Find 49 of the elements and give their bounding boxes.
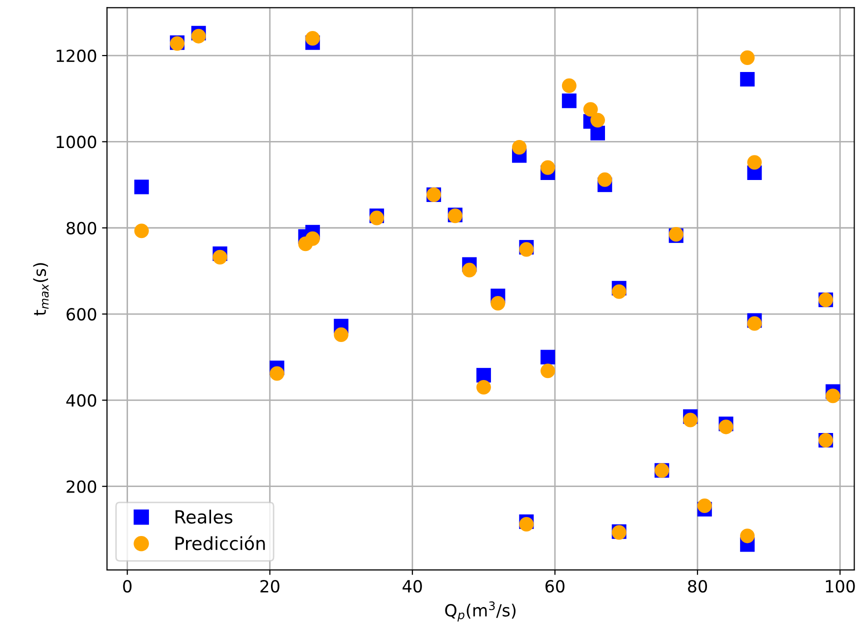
y-tick-label: 200 <box>66 480 96 493</box>
point <box>826 388 840 404</box>
point <box>740 528 755 544</box>
legend-label: Reales <box>176 510 232 524</box>
point <box>305 231 320 246</box>
x-tick-label: 60 <box>546 580 564 593</box>
x-tick-label: 0 <box>123 580 132 593</box>
x-tick-label: 80 <box>688 580 707 593</box>
x-tick-label: 40 <box>402 580 422 593</box>
point <box>590 112 605 128</box>
point <box>562 94 576 108</box>
point <box>583 102 598 117</box>
point <box>490 296 506 311</box>
y-tick-label: 600 <box>66 308 96 321</box>
point <box>305 31 320 46</box>
point <box>476 380 491 395</box>
y-tick-label: 1200 <box>56 50 96 62</box>
point <box>697 498 712 514</box>
point <box>519 516 534 532</box>
x-axis-title: Q$_{p}$(m$^{3}$/s) <box>445 601 516 622</box>
point <box>747 316 762 331</box>
point <box>612 284 626 299</box>
point <box>540 160 556 175</box>
point <box>683 412 698 428</box>
point <box>718 420 734 434</box>
point <box>590 126 605 140</box>
point <box>562 78 576 93</box>
point <box>212 250 228 264</box>
point <box>134 180 149 194</box>
point <box>740 50 755 65</box>
legend-label: Predicción <box>176 535 265 550</box>
point <box>747 155 762 170</box>
point <box>598 172 612 187</box>
point <box>334 327 348 342</box>
y-axis-title: t$_{max}$(s) <box>33 263 49 316</box>
point <box>512 140 527 155</box>
point <box>476 368 491 382</box>
point <box>540 364 556 378</box>
y-tick-label: 1000 <box>56 136 96 148</box>
x-tick-label: 100 <box>826 580 855 593</box>
point <box>540 350 556 364</box>
point <box>740 72 755 87</box>
point <box>462 262 477 278</box>
y-tick-label: 800 <box>66 222 96 234</box>
point <box>191 28 206 44</box>
y-tick-label: 400 <box>66 394 96 407</box>
x-tick-label: 20 <box>260 580 280 593</box>
point <box>270 366 284 381</box>
point <box>134 224 149 238</box>
